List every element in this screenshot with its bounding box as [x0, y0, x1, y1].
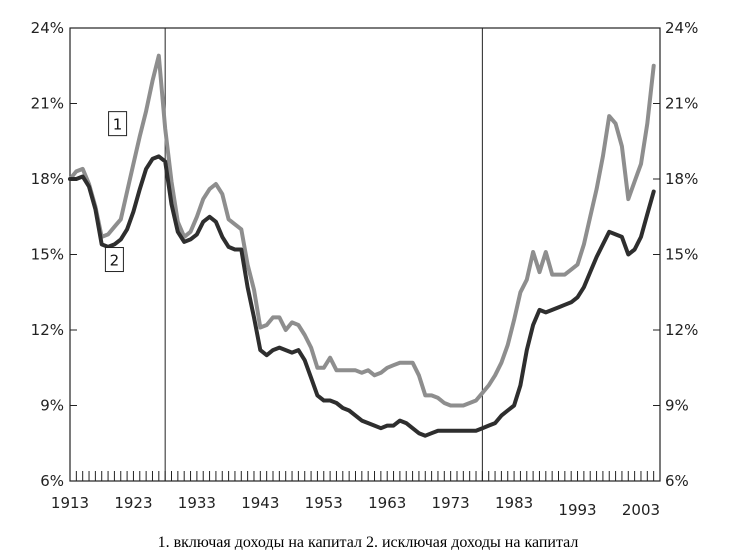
series-label-box-1 [108, 111, 128, 137]
x-ticks: 1913 1923 1933 1943 1953 1963 1973 1983 1993 2003 [51, 494, 660, 519]
x-tick-label: 2003 [622, 501, 660, 519]
x-tick-label: 1943 [241, 494, 279, 512]
y-tick-label-left: 15% [31, 246, 64, 264]
x-tick-label: 1923 [114, 494, 152, 512]
y-tick-label-right: 21% [665, 95, 698, 113]
y-tick-label-right: 15% [665, 246, 698, 264]
x-tick-label: 1953 [305, 494, 343, 512]
plot-frame [69, 27, 661, 482]
x-tick-label: 1913 [51, 494, 89, 512]
minor-x-ticks [69, 471, 661, 481]
y-tick-label-left: 24% [31, 19, 64, 37]
y-tick-label-left: 12% [31, 321, 64, 339]
x-tick-label: 1933 [178, 494, 216, 512]
series-label-1: 1 [113, 116, 123, 134]
y-tick-label-left: 9% [40, 397, 64, 415]
y-tick-label-left: 21% [31, 95, 64, 113]
y-tick-label-right: 6% [665, 472, 689, 490]
y-tick-label-right: 24% [665, 19, 698, 37]
series-line-1 [68, 53, 656, 408]
x-tick-label: 1973 [432, 494, 470, 512]
y-ticks-left: 6% 9% 12% 15% 18% 21% 24% [31, 19, 77, 490]
y-tick-label-right: 9% [665, 397, 689, 415]
series-layer [68, 53, 656, 438]
caption: 1. включая доходы на капитал 2. исключая… [158, 534, 579, 551]
series-label-box-2 [104, 247, 124, 273]
x-tick-label: 1983 [495, 494, 533, 512]
series-label-2: 2 [110, 252, 120, 270]
series-line-2 [68, 154, 656, 438]
x-tick-label: 1963 [368, 494, 406, 512]
y-tick-label-left: 6% [40, 472, 64, 490]
y-ticks-right: 6% 9% 12% 15% 18% 21% 24% [653, 19, 698, 490]
y-tick-label-right: 18% [665, 170, 698, 188]
x-tick-label: 1993 [558, 501, 596, 519]
y-tick-label-left: 18% [31, 170, 64, 188]
vertical-markers [164, 28, 483, 481]
series-labels: 12 [104, 111, 128, 273]
y-tick-label-right: 12% [665, 321, 698, 339]
